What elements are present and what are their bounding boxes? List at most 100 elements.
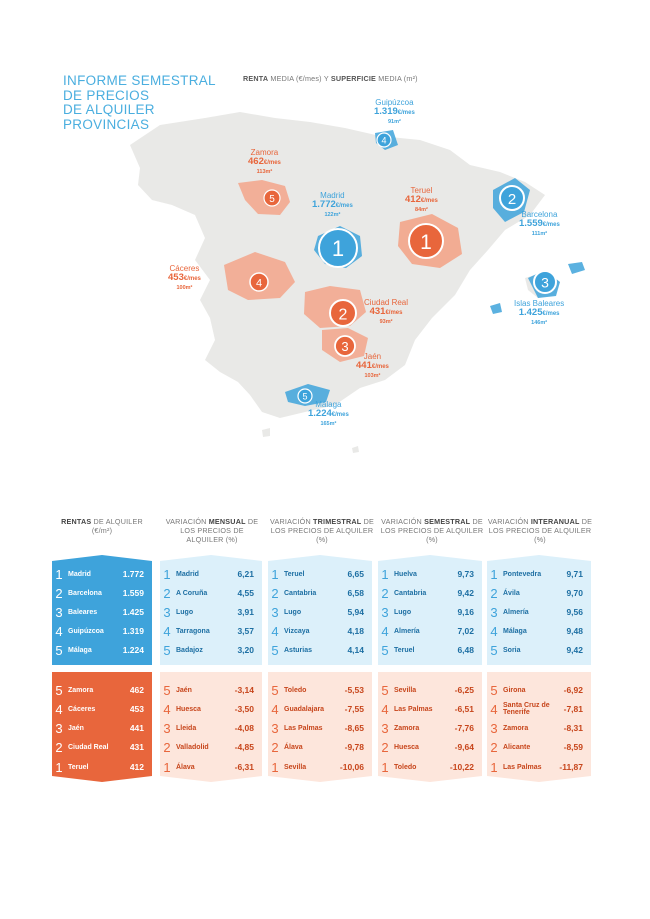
ranking-row: 1 Sevilla -10,06 [268, 758, 372, 776]
column-header-interanual: VARIACIÓN INTERANUAL DE LOS PRECIOS DE A… [486, 517, 594, 544]
ranking-row: 4 Huesca -3,50 [160, 700, 262, 718]
map-label-caceres: Cáceres 453€/mes 100m² [168, 264, 201, 293]
province-name: Zamora [503, 724, 529, 732]
rank-marker-malaga: 5 [302, 392, 307, 402]
label-unit: €/mes [542, 222, 560, 228]
ranking-row: 3 Jaén 441 [52, 719, 152, 737]
column-header-semestral: VARIACIÓN SEMESTRAL DE LOS PRECIOS DE AL… [378, 517, 486, 544]
ranking-row: 5 Toledo -5,53 [268, 681, 372, 699]
subtitle-text: MEDIA (m²) [376, 74, 418, 83]
province-name: Asturias [284, 646, 313, 654]
rank-number: 1 [381, 759, 389, 775]
header-bold: SEMESTRAL [424, 517, 471, 526]
ranking-panel-top: 1 Madrid 1.772 2 Barcelona 1.559 3 Baleares 1.42… [52, 555, 152, 665]
province-name: Ciudad Real [68, 743, 109, 751]
province-name: Teruel [284, 570, 305, 578]
ranking-row: 3 Lugo 3,91 [160, 603, 262, 621]
map-label-guipuzcoa: Guipúzcoa 1.319€/mes 91m² [374, 98, 415, 127]
ranking-panel-bottom: 5 Girona -6,92 4 Santa Cruz de Tenerife -7,81… [487, 672, 591, 782]
province-name: Madrid [176, 570, 199, 578]
province-name: Cantabria [284, 589, 317, 597]
rank-number: 4 [490, 623, 498, 639]
rank-number: 5 [163, 642, 171, 658]
ranking-value: -6,51 [454, 704, 474, 714]
label-size: 100m² [176, 285, 193, 291]
rank-number: 4 [381, 623, 389, 639]
label-price: 1.559 [519, 218, 543, 229]
ranking-panel-top: 1 Huelva 9,73 2 Cantabria 9,42 3 Lugo 9,16 4 Almer… [378, 555, 482, 665]
title-line: PROVINCIAS [63, 116, 150, 132]
ranking-row: 4 Tarragona 3,57 [160, 622, 262, 640]
ranking-value: 1.319 [122, 626, 144, 636]
column-header-mensual: VARIACIÓN MENSUAL DE LOS PRECIOS DE ALQU… [162, 517, 262, 544]
header-text: VARIACIÓN [270, 517, 314, 526]
label-name: Jaén [363, 352, 382, 361]
ranking-value: 9,71 [566, 569, 583, 579]
province-name: Zamora [68, 686, 94, 694]
ranking-value: 7,02 [457, 626, 474, 636]
ranking-row: 2 A Coruña 4,55 [160, 584, 262, 602]
column-header-trimestral: VARIACIÓN TRIMESTRAL DE LOS PRECIOS DE A… [268, 517, 376, 544]
province-name: Huesca [394, 743, 419, 751]
ranking-row: 3 Zamora -8,31 [487, 719, 591, 737]
label-size: 111m² [531, 231, 548, 237]
ranking-row: 3 Lugo 9,16 [378, 603, 482, 621]
ranking-row: 1 Las Palmas -11,87 [487, 758, 591, 776]
label-price: 462 [248, 156, 264, 167]
title-line: INFORME SEMESTRAL [63, 73, 216, 88]
ranking-row: 1 Teruel 412 [52, 758, 152, 776]
ranking-row: 3 Almería 9,56 [487, 603, 591, 621]
ranking-value: 9,48 [566, 626, 583, 636]
rank-number: 5 [55, 682, 63, 698]
rank-number: 2 [490, 585, 498, 601]
province-name: Almería [503, 608, 529, 616]
province-name: Málaga [503, 627, 527, 635]
ranking-value: -8,31 [563, 723, 583, 733]
ranking-value: 1.559 [122, 588, 144, 598]
rank-number: 5 [381, 642, 389, 658]
province-name: Sevilla [394, 686, 417, 694]
rank-number: 1 [163, 759, 171, 775]
label-name: Teruel [410, 186, 433, 195]
header-text: VARIACIÓN [381, 517, 425, 526]
rank-number: 4 [490, 701, 498, 717]
ranking-value: 4,18 [347, 626, 364, 636]
header-bold: INTERANUAL [530, 517, 580, 526]
rank-marker-jaen: 3 [341, 339, 348, 354]
label-price: 1.772 [312, 199, 336, 210]
label-unit: €/mes [331, 412, 349, 418]
ranking-value: -8,59 [563, 742, 583, 752]
province-name: Lugo [176, 608, 194, 616]
rank-number: 5 [271, 642, 279, 658]
label-name: Madrid [320, 191, 345, 200]
rank-number: 3 [55, 604, 63, 620]
ranking-row: 5 Teruel 6,48 [378, 641, 482, 659]
map-label-jaen: Jaén 441€/mes 103m² [356, 352, 389, 381]
ranking-value: -3,14 [234, 685, 254, 695]
ranking-value: 1.425 [122, 607, 144, 617]
label-unit: €/mes [420, 198, 438, 204]
province-name: Ávila [503, 589, 520, 597]
label-size: 146m² [531, 320, 548, 326]
ranking-row: 4 Santa Cruz de Tenerife -7,81 [487, 700, 591, 718]
ranking-value: -6,31 [234, 762, 254, 772]
ranking-row: 4 Málaga 9,48 [487, 622, 591, 640]
rank-marker-ciudadreal: 2 [339, 307, 348, 324]
ranking-row: 1 Madrid 1.772 [52, 565, 152, 583]
title-line: DE PRECIOS [63, 87, 150, 103]
ranking-value: 4,14 [347, 645, 364, 655]
rank-number: 1 [163, 566, 171, 582]
label-size: 113m² [256, 169, 273, 175]
province-name: Barcelona [68, 589, 102, 597]
ranking-value: -7,55 [344, 704, 364, 714]
province-name: Lleida [176, 724, 197, 732]
province-name: Jaén [68, 724, 84, 732]
rank-number: 3 [381, 604, 389, 620]
rank-number: 5 [490, 642, 498, 658]
ranking-panel-top: 1 Pontevedra 9,71 2 Ávila 9,70 3 Almería 9,56 4 Má… [487, 555, 591, 665]
ranking-value: 9,16 [457, 607, 474, 617]
label-price: 1.319 [374, 106, 398, 117]
header-text: DE LOS PRECIOS DE ALQUILER (%) [488, 517, 593, 544]
title-line: DE ALQUILER [63, 102, 155, 117]
rank-number: 4 [381, 701, 389, 717]
